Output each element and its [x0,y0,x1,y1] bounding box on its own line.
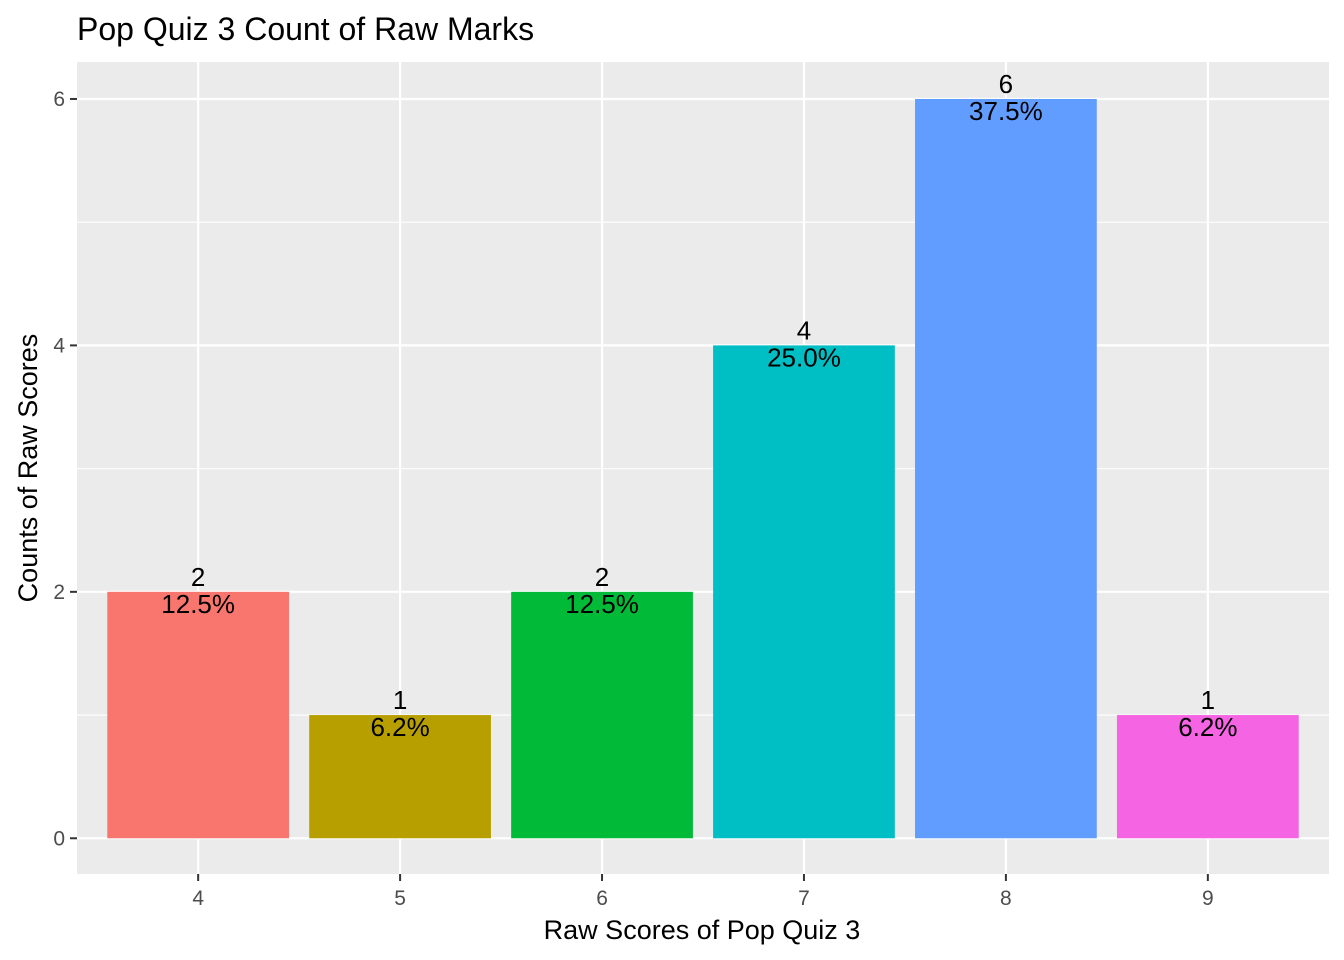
data-labels: 212.5%16.2%212.5%425.0%637.5%16.2% [161,69,1237,742]
y-tick-label: 2 [53,581,65,604]
bar-6 [511,591,693,839]
count-label: 2 [595,562,609,592]
bar-9 [1116,715,1299,839]
y-tick-label: 4 [53,334,65,357]
count-label: 1 [1201,685,1215,715]
count-label: 4 [797,315,811,345]
bars [107,98,1299,839]
percent-label: 6.2% [1178,712,1237,742]
percent-label: 12.5% [161,589,235,619]
percent-label: 25.0% [767,342,841,372]
count-label: 1 [393,685,407,715]
bar-8 [915,98,1097,839]
x-tick-label: 4 [192,887,204,910]
x-tick-label: 5 [394,887,406,910]
x-axis-title: Raw Scores of Pop Quiz 3 [544,915,861,945]
y-tick-label: 6 [53,88,65,111]
x-tick-label: 6 [596,887,608,910]
bar-5 [309,715,491,839]
percent-label: 37.5% [969,96,1043,126]
x-tick-label: 7 [798,887,810,910]
y-axis-title: Counts of Raw Scores [13,334,43,603]
x-axis: 4 5 6 7 8 9 [192,874,1214,910]
x-tick-label: 8 [1000,887,1012,910]
bar-7 [713,345,895,839]
y-axis: 0 2 4 6 [53,88,77,850]
bar-4 [107,591,290,839]
percent-label: 6.2% [370,712,429,742]
count-label: 6 [999,69,1013,99]
y-tick-label: 0 [53,827,65,850]
x-tick-label: 9 [1202,887,1214,910]
count-label: 2 [191,562,205,592]
percent-label: 12.5% [565,589,639,619]
chart-title: Pop Quiz 3 Count of Raw Marks [77,11,534,47]
